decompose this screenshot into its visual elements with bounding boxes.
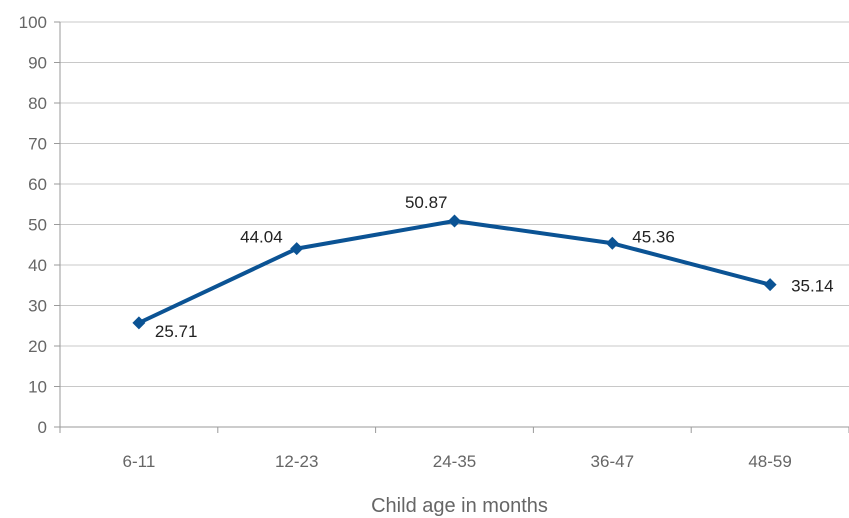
y-tick-label: 70	[28, 135, 47, 154]
x-tick-label: 12-23	[275, 452, 318, 471]
data-labels: 25.71 44.04 50.87 45.36 35.14	[155, 193, 834, 341]
x-axis-ticks: 6-11 12-23 24-35 36-47 48-59	[123, 452, 792, 471]
data-label: 35.14	[791, 277, 834, 296]
y-tick-label: 60	[28, 175, 47, 194]
data-label: 45.36	[632, 227, 675, 246]
series-line-group	[132, 214, 777, 330]
data-point-marker	[132, 316, 146, 330]
data-point-marker	[763, 278, 777, 292]
x-tick-label: 36-47	[591, 452, 634, 471]
gridlines	[54, 21, 849, 433]
x-tick-label: 6-11	[123, 452, 156, 471]
x-axis-title: Child age in months	[371, 495, 548, 517]
y-tick-label: 30	[28, 297, 47, 316]
y-tick-label: 10	[28, 378, 47, 397]
y-tick-label: 90	[28, 54, 47, 73]
y-tick-label: 80	[28, 94, 47, 113]
y-tick-label: 20	[28, 337, 47, 356]
y-tick-label: 0	[38, 418, 47, 437]
y-tick-label: 100	[19, 13, 47, 32]
data-point-marker	[290, 242, 304, 256]
y-axis-ticks: 0 10 20 30 40 50 60 70 80 90 100	[19, 13, 47, 437]
series-line	[138, 218, 771, 325]
data-label: 44.04	[240, 228, 283, 247]
data-label: 50.87	[405, 193, 448, 212]
data-point-marker	[448, 214, 461, 228]
data-point-marker	[605, 236, 619, 250]
x-tick-label: 48-59	[748, 452, 791, 471]
x-tick-label: 24-35	[433, 452, 476, 471]
data-label: 25.71	[155, 322, 198, 341]
y-tick-label: 40	[28, 256, 47, 275]
y-tick-label: 50	[28, 216, 47, 235]
